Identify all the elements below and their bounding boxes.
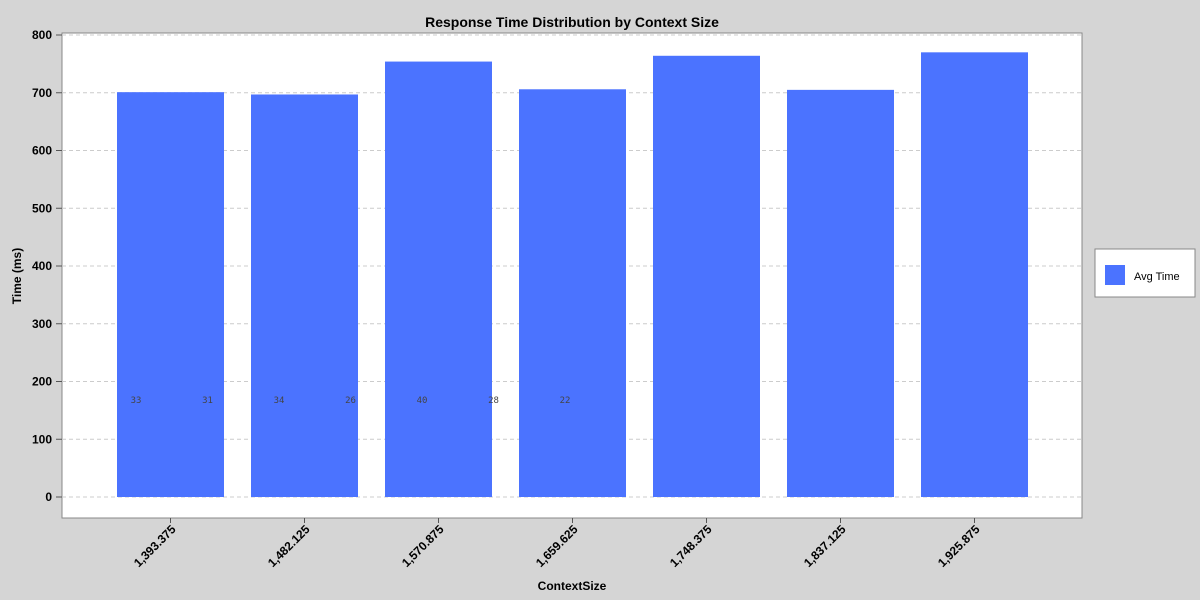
y-tick-label: 400 <box>32 259 52 273</box>
y-tick-label: 800 <box>32 28 52 42</box>
x-tick-label: 1,837.125 <box>801 522 849 570</box>
x-tick-label: 1,482.125 <box>265 522 313 570</box>
count-label: 40 <box>417 396 428 406</box>
y-tick-label: 600 <box>32 144 52 158</box>
bar-4 <box>519 89 626 497</box>
bar-7 <box>921 52 1028 497</box>
y-tick-label: 700 <box>32 86 52 100</box>
count-labels: 33 31 34 26 40 28 22 <box>131 396 571 406</box>
y-tick-label: 500 <box>32 201 52 215</box>
y-tick-label: 300 <box>32 317 52 331</box>
x-tick-label: 1,570.875 <box>399 522 447 570</box>
legend: Avg Time <box>1094 248 1196 298</box>
y-tick-label: 200 <box>32 375 52 389</box>
count-label: 28 <box>488 396 499 406</box>
count-label: 26 <box>345 396 356 406</box>
count-label: 33 <box>131 396 142 406</box>
bar-6 <box>787 89 894 498</box>
legend-label: Avg Time <box>1134 271 1180 283</box>
y-tick-label: 100 <box>32 432 52 446</box>
chart-title: Response Time Distribution by Context Si… <box>425 14 719 30</box>
grid <box>62 34 1082 498</box>
legend-swatch <box>1105 265 1125 285</box>
count-label: 31 <box>202 396 213 406</box>
bar-2 <box>251 94 358 498</box>
x-tick-label: 1,748.375 <box>667 522 715 570</box>
bar-3 <box>385 61 492 497</box>
count-label: 22 <box>560 396 571 406</box>
y-tick-label: 0 <box>45 490 52 504</box>
x-axis-title: ContextSize <box>538 579 607 593</box>
y-axis-title: Time (ms) <box>10 248 24 304</box>
x-tick-label: 1,659.625 <box>533 522 581 570</box>
bar-1 <box>117 92 224 498</box>
x-axis: 1,393.375 1,482.125 1,570.875 1,659.625 1,74… <box>131 518 983 570</box>
bar-5 <box>653 55 760 497</box>
bars <box>117 52 1028 498</box>
x-tick-label: 1,925.875 <box>935 522 983 570</box>
x-tick-label: 1,393.375 <box>131 522 179 570</box>
count-label: 34 <box>274 396 285 406</box>
y-axis: 0 100 200 300 400 500 600 700 800 <box>32 28 62 504</box>
